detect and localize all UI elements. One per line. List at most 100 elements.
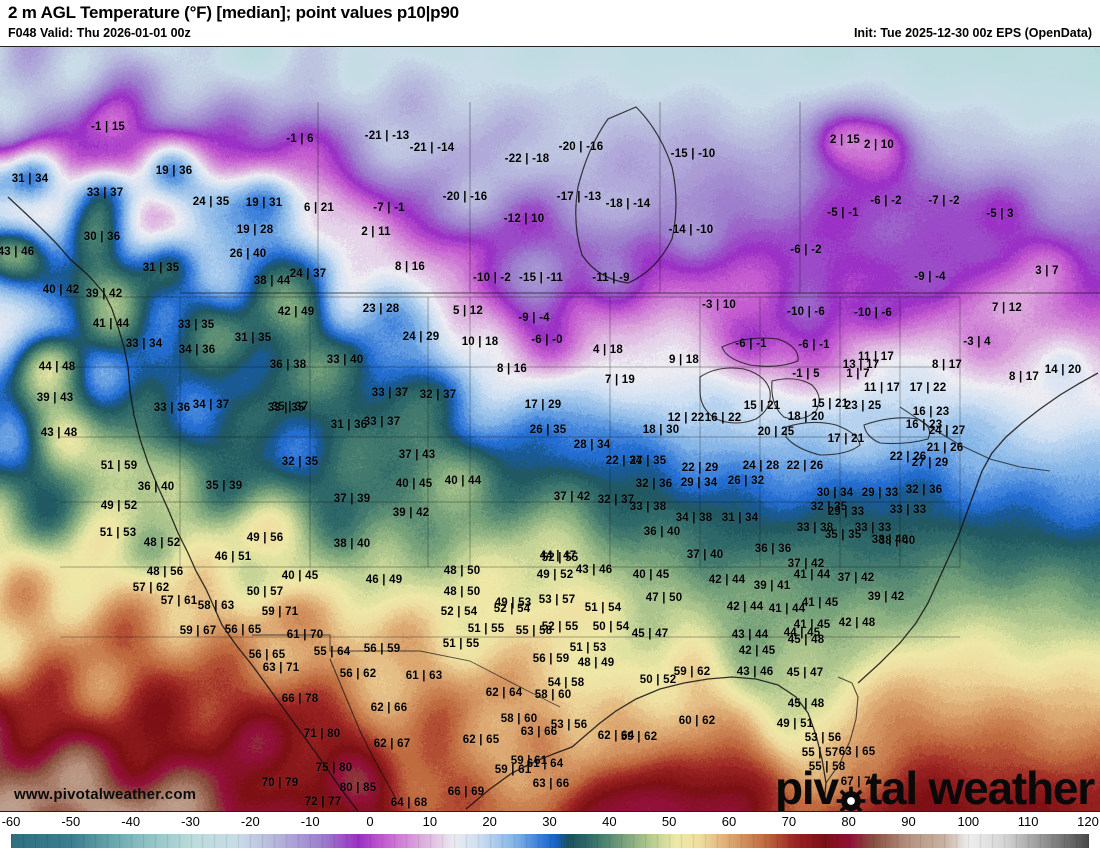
point-value-label: 48 | 50 <box>443 565 481 577</box>
point-value-label: 51 | 55 <box>467 623 505 635</box>
colorbar-tick: 110 <box>1017 814 1039 829</box>
point-value-label: 36 | 40 <box>137 481 175 493</box>
point-value-label: 51 | 59 <box>100 460 138 472</box>
point-value-label: 24 | 29 <box>402 331 440 343</box>
point-value-label: -7 | -1 <box>373 202 405 214</box>
point-value-label: 49 | 52 <box>536 569 574 581</box>
point-value-label: 43 | 48 <box>40 427 78 439</box>
point-value-label: -7 | -2 <box>928 195 960 207</box>
point-value-label: 26 | 40 <box>229 248 267 260</box>
point-value-label: 53 | 57 <box>538 594 576 606</box>
point-value-label: 59 | 61 <box>494 764 532 776</box>
point-value-label: 37 | 42 <box>787 558 825 570</box>
point-value-label: 51 | 53 <box>569 642 607 654</box>
point-value-label: -1 | 5 <box>792 368 820 380</box>
colorbar-tick: -10 <box>300 814 320 829</box>
point-value-label: 40 | 45 <box>395 478 433 490</box>
point-value-label: -18 | -14 <box>605 198 651 210</box>
point-value-label: 71 | 80 <box>303 728 341 740</box>
point-value-label: 40 | 42 <box>42 284 80 296</box>
point-value-label: 31 | 36 <box>330 419 368 431</box>
point-value-label: -10 | -6 <box>853 307 893 319</box>
point-value-label: 43 | 46 <box>736 666 774 678</box>
point-value-label: 39 | 42 <box>867 591 905 603</box>
point-value-label: 24 | 35 <box>192 196 230 208</box>
point-value-label: 66 | 78 <box>281 693 319 705</box>
point-value-label: 34 | 38 <box>675 512 713 524</box>
point-value-label: 15 | 21 <box>743 400 781 412</box>
point-value-label: 59 | 71 <box>261 606 299 618</box>
point-value-label: 58 | 60 <box>500 713 538 725</box>
point-value-label: -1 | 6 <box>286 133 314 145</box>
point-value-label: 62 | 64 <box>485 687 523 699</box>
point-value-label: 55 | 64 <box>313 646 351 658</box>
point-value-label: 45 | 47 <box>631 628 669 640</box>
point-value-label: 33 | 40 <box>326 354 364 366</box>
point-value-label: 33 | 37 <box>363 416 401 428</box>
point-value-label: 52 | 54 <box>440 606 478 618</box>
point-value-label: 31 | 34 <box>11 173 49 185</box>
point-value-label: 51 | 55 <box>442 638 480 650</box>
point-value-label: 36 | 36 <box>754 543 792 555</box>
point-value-label: 11 | 17 <box>858 351 894 363</box>
point-value-label: -15 | -11 <box>518 272 564 284</box>
point-value-label: 29 | 34 <box>680 477 718 489</box>
point-value-label: 36 | 38 <box>269 359 307 371</box>
point-value-label: 49 | 51 <box>776 718 814 730</box>
point-value-label: -17 | -13 <box>556 191 602 203</box>
point-value-label: -15 | -10 <box>670 148 716 160</box>
point-value-label: 32 | 36 <box>905 484 943 496</box>
point-value-label: 37 | 43 <box>398 449 436 461</box>
point-value-label: 36 | 40 <box>643 526 681 538</box>
point-value-label: 66 | 69 <box>447 786 485 798</box>
point-value-label: 52 | 55 <box>541 552 579 564</box>
point-value-label: 45 | 48 <box>787 698 825 710</box>
point-value-label: 62 | 65 <box>462 734 500 746</box>
point-value-label: 32 | 35 <box>810 501 848 513</box>
point-value-label: 47 | 50 <box>645 592 683 604</box>
point-value-label: 40 | 45 <box>632 569 670 581</box>
point-value-label: 17 | 21 <box>827 433 865 445</box>
page-title: 2 m AGL Temperature (°F) [median]; point… <box>8 3 459 22</box>
point-value-label: 62 | 64 <box>597 730 635 742</box>
point-value-label: 51 | 53 <box>99 527 137 539</box>
point-value-label: 37 | 42 <box>837 572 875 584</box>
colorbar-tick: -20 <box>240 814 260 829</box>
point-value-label: 26 | 35 <box>529 424 567 436</box>
point-value-label: 49 | 53 <box>494 597 532 609</box>
point-value-label: 43 | 46 <box>0 246 35 258</box>
point-value-label: 38 | 40 <box>333 538 371 550</box>
point-value-label: 19 | 31 <box>245 197 283 209</box>
point-value-label: 56 | 59 <box>532 653 570 665</box>
point-value-label: 15 | 21 <box>811 398 849 410</box>
point-value-label: 42 | 49 <box>277 306 315 318</box>
point-value-label: 52 | 54 <box>493 603 531 615</box>
point-value-label: 33 | 33 <box>889 504 927 516</box>
point-value-label: 49 | 52 <box>100 500 138 512</box>
point-value-label: 11 | 17 <box>864 382 900 394</box>
point-value-label: -21 | -14 <box>409 142 455 154</box>
colorbar-tick: 60 <box>721 814 737 829</box>
colorbar-tick: 80 <box>841 814 856 829</box>
point-value-label: 24 | 27 <box>928 425 966 437</box>
point-value-label: 1 | 7 <box>846 368 870 380</box>
point-value-label: 18 | 20 <box>787 411 825 423</box>
brand-watermark: piv <box>775 765 1095 811</box>
point-value-label: 22 | 34 <box>605 455 643 467</box>
point-value-label: 62 | 66 <box>370 702 408 714</box>
point-value-label: 2 | 11 <box>361 226 391 238</box>
map-viewport[interactable]: -1 | 15 -1 | 6 31 | 34 33 | 37 19 | 36 24 | 3… <box>0 46 1100 812</box>
point-value-label: 31 | 34 <box>721 512 759 524</box>
colorbar-tick-labels: -60 -50 -40 -30 -20 -10 0 10 20 30 40 50 60 70 80 90 100… <box>0 813 1100 833</box>
point-value-label: 22 | 29 <box>681 462 719 474</box>
point-value-label: 45 | 47 <box>786 667 824 679</box>
point-value-label: -9 | -4 <box>914 271 946 283</box>
point-value-label: 8 | 16 <box>497 363 527 375</box>
point-value-label: 33 | 37 <box>86 187 124 199</box>
point-value-label: 33 | 35 <box>267 402 305 414</box>
point-value-label: 33 | 35 <box>177 319 215 331</box>
colorbar-tick: 20 <box>482 814 497 829</box>
point-value-label: 41 | 44 <box>92 318 130 330</box>
point-value-label: 63 | 66 <box>532 778 570 790</box>
point-value-label: 33 | 38 <box>629 501 667 513</box>
